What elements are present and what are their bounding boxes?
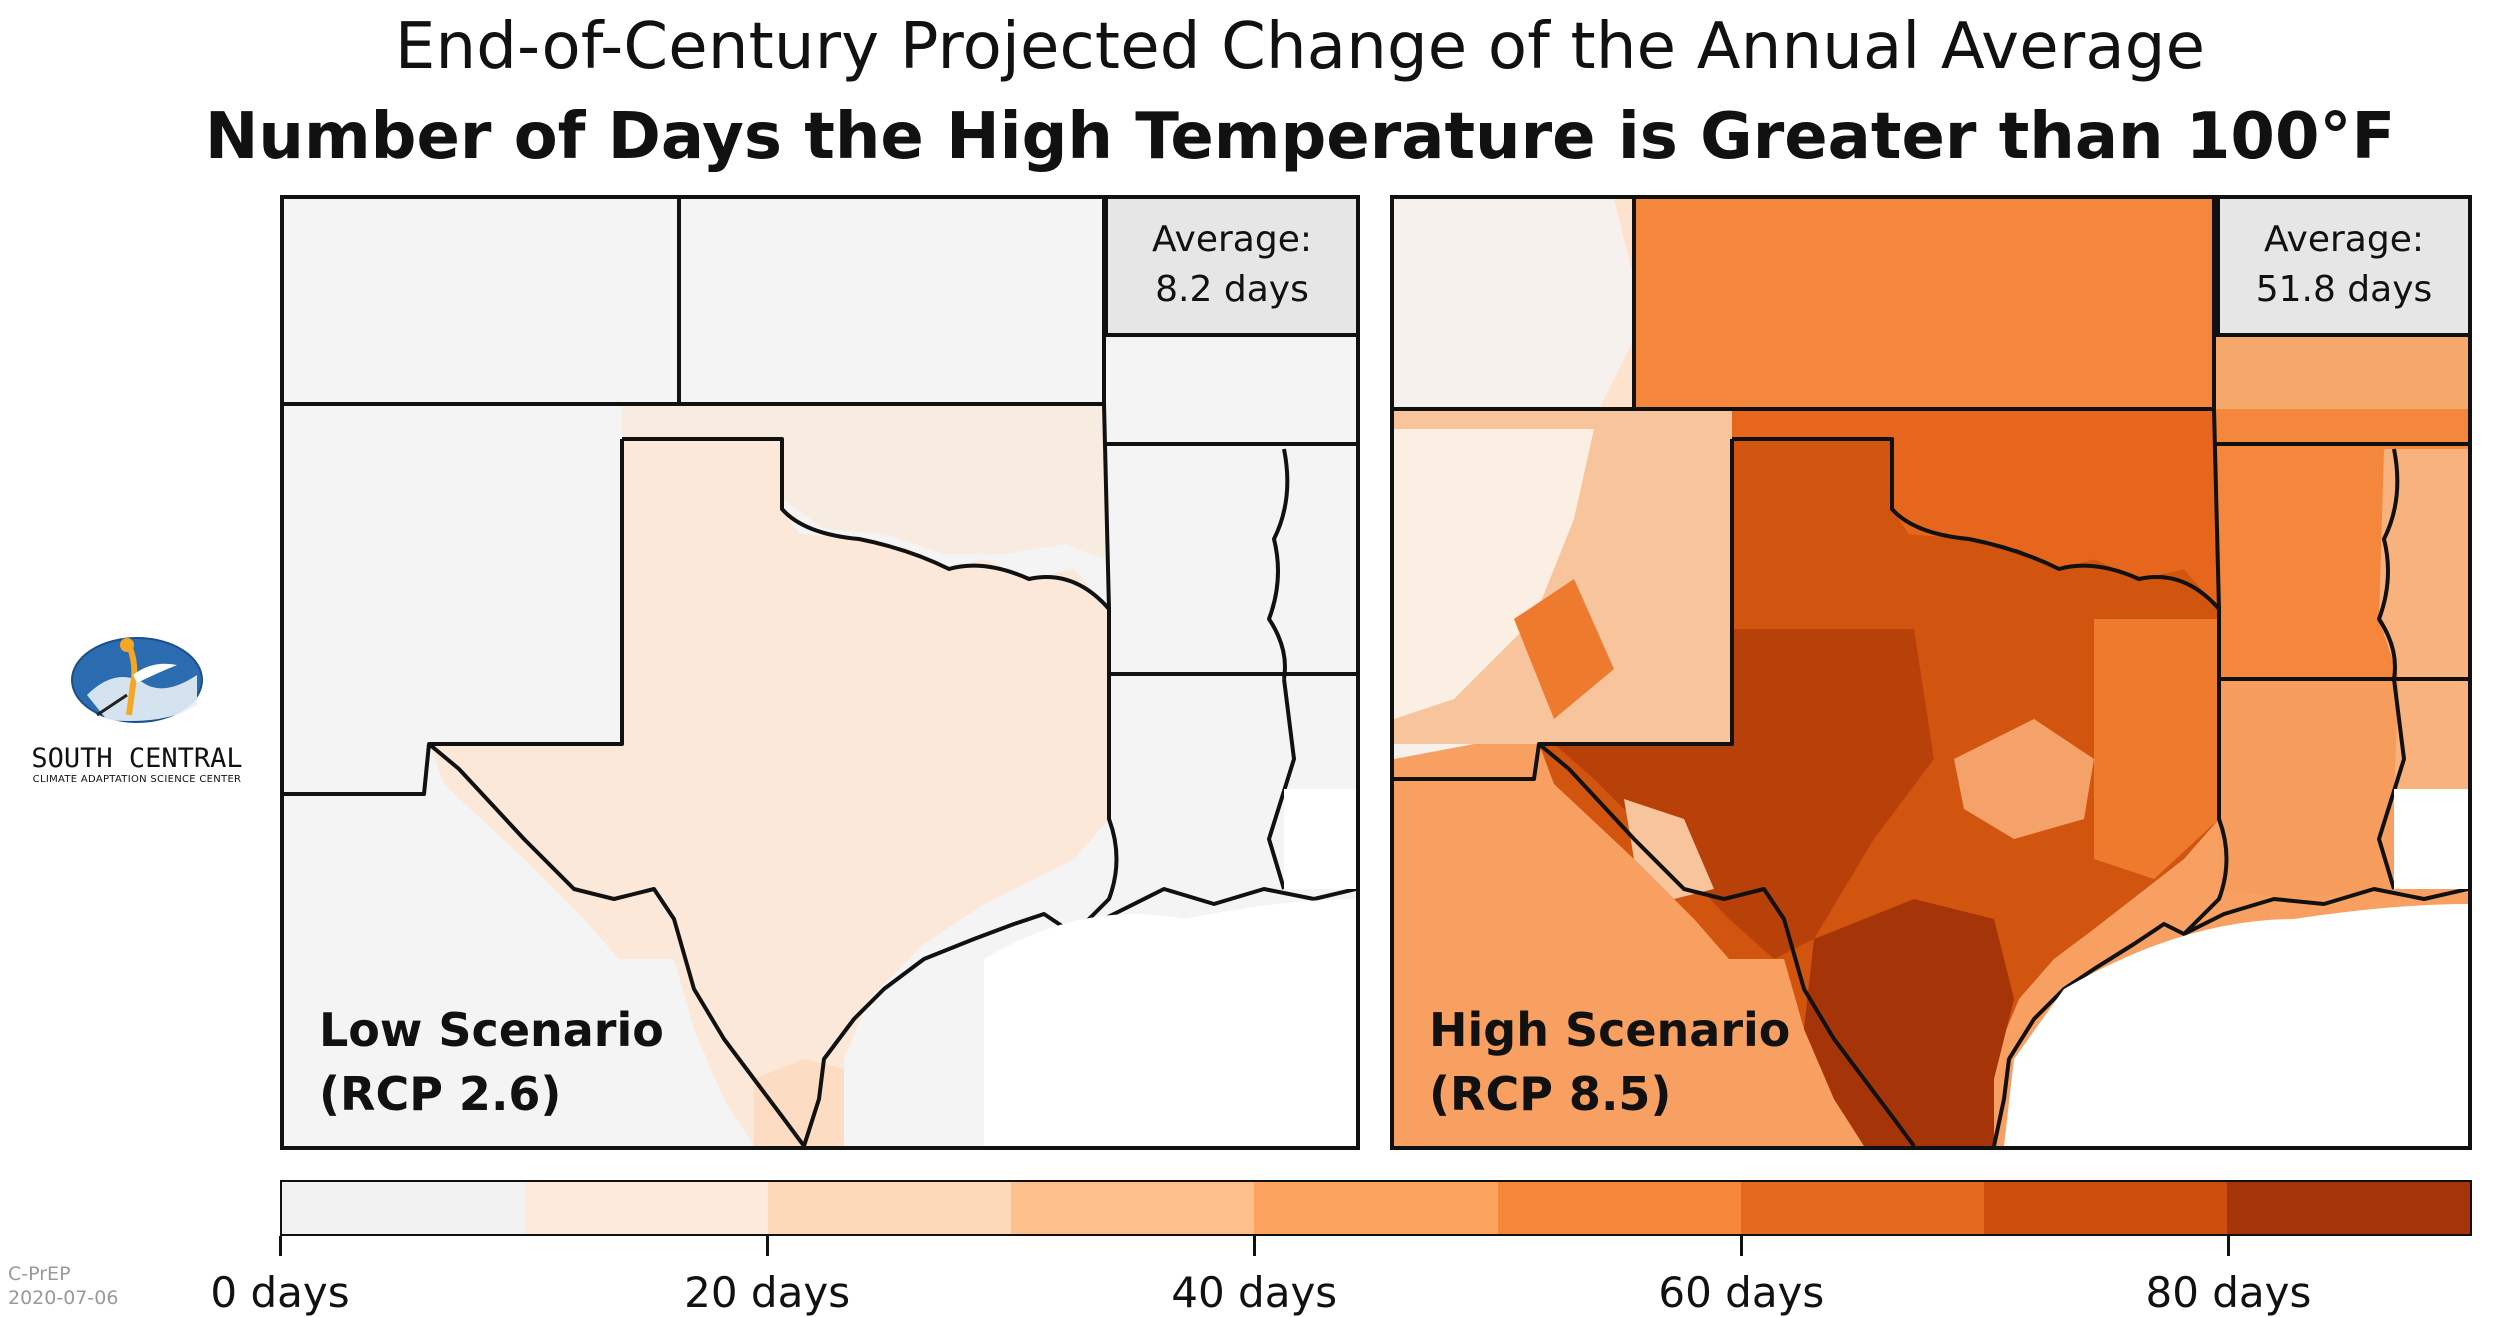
- big-bend-light: [1624, 799, 1714, 899]
- border-la-ms: [1267, 678, 1296, 890]
- colorbar-tick-label: 60 days: [1658, 1268, 1825, 1317]
- border-nm-tx: [284, 439, 624, 796]
- texas-region-low: [429, 439, 1109, 1146]
- colorbar-tick: [766, 1236, 770, 1256]
- scenario-rcp-low: (RCP 2.6): [319, 1067, 562, 1121]
- colorbar-tick: [2227, 1236, 2231, 1256]
- colorbar-segment: [1740, 1182, 1984, 1234]
- border-tx-mexico: [427, 742, 806, 1146]
- nm-orange-streaks: [1514, 579, 1614, 719]
- nm-white-band: [1394, 429, 1594, 719]
- logo-emblem-icon: [71, 637, 203, 723]
- border-la-ms-high: [2377, 678, 2406, 890]
- map-panel-low-scenario: Average: 8.2 days Low Scenario (RCP 2.6): [280, 195, 1360, 1150]
- product-name: C-PrEP: [8, 1263, 71, 1285]
- east-texas: [2094, 619, 2219, 879]
- logo-subtitle: CLIMATE ADAPTATION SCIENCE CENTER: [32, 774, 242, 785]
- average-label-high: Average:: [2264, 219, 2424, 260]
- low-scenario-map: [284, 199, 1356, 1146]
- texas-west-dark: [1554, 629, 1934, 959]
- gulf-coast-high: [1992, 887, 2468, 1146]
- colorbar-tick: [279, 1236, 282, 1256]
- louisiana-high: [2219, 679, 2404, 899]
- scenario-name-low: Low Scenario: [319, 1003, 664, 1057]
- colorbar-segment: [768, 1182, 1012, 1234]
- oklahoma-high: [1732, 409, 2219, 609]
- kansas-high: [1634, 199, 2214, 409]
- colorbar-segment: [1254, 1182, 1498, 1234]
- average-value-high: 51.8 days: [2255, 269, 2433, 310]
- colorbar-tick-label: 80 days: [2145, 1268, 2312, 1317]
- border-ms-east: [1267, 448, 1290, 680]
- south-central-casc-logo: SOUTH CENTRAL CLIMATE ADAPTATION SCIENCE…: [22, 625, 252, 785]
- colorbar-tick-label: 40 days: [1171, 1268, 1338, 1317]
- colorbar-segment: [282, 1182, 526, 1234]
- border-ms-east-high: [2377, 448, 2400, 680]
- border-tx-ok: [622, 437, 1111, 611]
- border-tx-mexico-high: [1537, 742, 1916, 1146]
- colorbar-segment: [2226, 1182, 2470, 1234]
- scenario-rcp-high: (RCP 8.5): [1429, 1067, 1672, 1121]
- colorbar-tick: [1253, 1236, 1257, 1256]
- scenario-label-low: Low Scenario (RCP 2.6): [319, 998, 664, 1126]
- texas-south-darkest: [1804, 899, 2014, 1146]
- average-box-high: Average: 51.8 days: [2216, 199, 2468, 337]
- border-tx-la: [1072, 609, 1119, 936]
- colorbar-segment: [1011, 1182, 1255, 1234]
- gulf-coast-low: [802, 887, 1356, 1146]
- texas-central-light: [1954, 719, 2094, 839]
- mississippi-light: [2379, 449, 2468, 789]
- high-scenario-map: [1394, 199, 2468, 1146]
- border-tx-ok-high: [1732, 437, 2221, 611]
- average-value-low: 8.2 days: [1155, 269, 1309, 310]
- colorbar-segment: [525, 1182, 769, 1234]
- product-stamp: C-PrEP 2020-07-06: [8, 1262, 118, 1310]
- logo-name: SOUTH CENTRAL: [31, 743, 243, 774]
- scenario-name-high: High Scenario: [1429, 1003, 1791, 1057]
- average-box-low: Average: 8.2 days: [1104, 199, 1356, 337]
- title-line-1: End-of-Century Projected Change of the A…: [394, 10, 2206, 84]
- colorbar-tick-label: 0 days: [210, 1268, 350, 1317]
- colorbar-legend: [280, 1180, 2472, 1236]
- map-panel-high-scenario: Average: 51.8 days High Scenario (RCP 8.…: [1390, 195, 2472, 1150]
- border-tx-la-high: [2182, 609, 2229, 936]
- scenario-label-high: High Scenario (RCP 8.5): [1429, 998, 1790, 1126]
- colorbar-tick-label: 20 days: [684, 1268, 851, 1317]
- oklahoma-shade-low: [622, 404, 1109, 559]
- average-label-low: Average:: [1152, 219, 1312, 260]
- border-ok-ar: [1102, 403, 1111, 610]
- colorbar-segment: [1983, 1182, 2227, 1234]
- product-date: 2020-07-06: [8, 1287, 119, 1309]
- title-line-2: Number of Days the High Temperature is G…: [204, 100, 2396, 174]
- colorbar-segment: [1497, 1182, 1741, 1234]
- colorbar-tick: [1740, 1236, 1744, 1256]
